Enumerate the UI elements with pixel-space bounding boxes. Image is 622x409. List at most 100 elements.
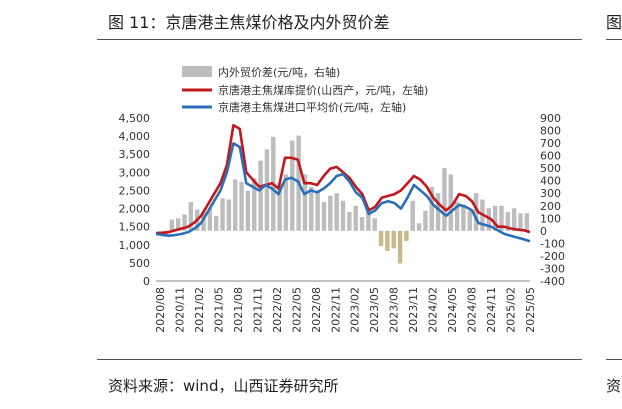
spread-bar xyxy=(252,178,257,231)
x-tick-label: 2024/08 xyxy=(466,287,479,333)
spread-bar xyxy=(467,210,472,231)
next-title-rule xyxy=(606,39,622,40)
spread-bar xyxy=(397,230,403,264)
y-left-tick-label: 4,500 xyxy=(119,112,151,125)
spread-bar xyxy=(347,212,352,231)
spread-bar xyxy=(175,218,181,231)
spread-bar xyxy=(448,174,453,231)
spread-bar xyxy=(353,205,358,231)
spread-bar xyxy=(220,198,225,231)
spread-bar xyxy=(182,214,187,231)
spread-bar xyxy=(207,208,213,231)
spread-bar xyxy=(169,219,175,231)
spread-bar xyxy=(233,179,238,231)
y-right-tick-label: -400 xyxy=(540,275,565,288)
y-right-tick-label: 800 xyxy=(540,125,561,138)
y-left-tick-label: 2,500 xyxy=(119,184,151,197)
next-figure-title-fragment: 图 xyxy=(606,13,622,32)
y-left-tick-label: 500 xyxy=(129,257,150,270)
spread-bar xyxy=(340,200,346,231)
spread-bar xyxy=(245,190,251,231)
y-right-tick-label: 100 xyxy=(540,212,561,225)
y-right-tick-label: 200 xyxy=(540,200,561,213)
spread-bar xyxy=(372,218,377,231)
y-right-tick-label: 900 xyxy=(540,112,561,125)
y-right-tick-label: 700 xyxy=(540,137,561,150)
spread-bar xyxy=(156,230,162,232)
spread-bar xyxy=(315,191,320,231)
spread-bar xyxy=(334,193,339,231)
spread-bar xyxy=(226,199,232,231)
chart-title: 图 11：京唐港主焦煤价格及内外贸价差 xyxy=(108,13,390,32)
spread-bar xyxy=(214,215,219,231)
spread-bar xyxy=(321,202,327,231)
next-source-fragment: 资 xyxy=(606,377,622,395)
x-tick-label: 2021/02 xyxy=(193,287,206,333)
x-tick-label: 2021/05 xyxy=(212,287,225,333)
x-tick-label: 2025/02 xyxy=(505,287,518,333)
legend-label-import: 京唐港主焦煤进口平均价(元/吨，左轴) xyxy=(218,100,406,114)
y-right-tick-label: -100 xyxy=(540,237,565,250)
spread-bar xyxy=(410,200,415,231)
spread-bar xyxy=(486,208,492,231)
legend-label-spread: 内外贸价差(元/吨，右轴) xyxy=(218,65,340,79)
y-right-tick-label: 600 xyxy=(540,150,561,163)
spread-bar xyxy=(258,160,263,231)
y-right-tick-label: 0 xyxy=(540,225,547,238)
x-tick-label: 2023/02 xyxy=(349,287,362,333)
x-tick-label: 2021/11 xyxy=(251,287,264,333)
y-left-tick-label: 1,500 xyxy=(119,221,151,234)
legend-label-domestic: 京唐港主焦煤库提价(山西产，元/吨，左轴) xyxy=(218,83,428,97)
x-tick-label: 2024/02 xyxy=(427,287,440,333)
x-tick-label: 2024/11 xyxy=(485,287,498,333)
spread-bar xyxy=(442,168,447,231)
x-tick-label: 2024/05 xyxy=(446,287,459,333)
x-tick-label: 2023/05 xyxy=(368,287,381,333)
legend-swatch-spread xyxy=(182,66,212,77)
spread-bar xyxy=(239,181,244,231)
spread-bar xyxy=(378,230,384,246)
spread-bar xyxy=(416,223,422,231)
spread-bar xyxy=(264,149,270,231)
import-price-line xyxy=(155,142,531,243)
x-tick-label: 2022/08 xyxy=(310,287,323,333)
spread-bar xyxy=(328,195,333,231)
x-tick-label: 2025/05 xyxy=(524,287,537,333)
spread-bar xyxy=(309,186,314,231)
y-right-tick-label: 300 xyxy=(540,187,561,200)
y-left-tick-label: 2,000 xyxy=(119,203,151,216)
title-rule xyxy=(97,39,582,40)
y-left-tick-label: 3,500 xyxy=(119,148,151,161)
spread-bar xyxy=(277,183,282,231)
spread-bar xyxy=(385,230,390,251)
spread-bar xyxy=(461,204,466,231)
spread-bar xyxy=(454,202,460,231)
x-tick-label: 2021/08 xyxy=(232,287,245,333)
domestic-price-line xyxy=(155,123,531,235)
x-tick-label: 2022/11 xyxy=(329,287,342,333)
y-right-tick-label: 500 xyxy=(540,162,561,175)
spread-bar xyxy=(473,193,479,231)
x-tick-label: 2023/08 xyxy=(388,287,401,333)
spread-bar xyxy=(391,230,396,249)
y-right-tick-label: -200 xyxy=(540,250,565,263)
y-left-tick-label: 4,000 xyxy=(119,130,151,143)
legend: 内外贸价差(元/吨，右轴) 京唐港主焦煤库提价(山西产，元/吨，左轴) 京唐港主… xyxy=(182,65,428,114)
spread-bar xyxy=(505,212,511,231)
spread-bar xyxy=(359,217,365,231)
spread-bar xyxy=(423,210,428,231)
plot-area: 0 500 1,000 1,500 2,000 2,500 3,000 3,500 4,000 4… xyxy=(119,112,565,333)
spread-bar xyxy=(188,202,194,231)
x-tick-label: 2020/11 xyxy=(173,287,186,333)
source-rule xyxy=(97,359,582,360)
x-tick-label: 2020/08 xyxy=(154,287,167,333)
spread-bar xyxy=(283,174,289,231)
spread-bar xyxy=(435,193,441,231)
y-right-tick-label: 400 xyxy=(540,175,561,188)
spread-bar xyxy=(524,213,530,231)
spread-bar xyxy=(492,205,498,231)
x-tick-label: 2022/02 xyxy=(271,287,284,333)
spread-bar xyxy=(302,174,308,231)
x-tick-label: 2022/05 xyxy=(290,287,303,333)
spread-bar xyxy=(518,213,523,231)
